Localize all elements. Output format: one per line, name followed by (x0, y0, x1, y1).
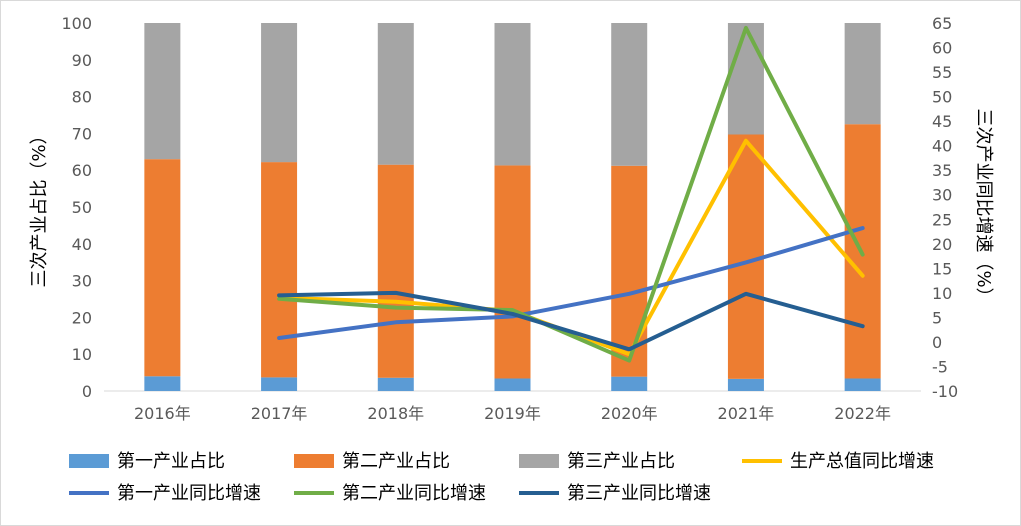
line-series-1 (279, 141, 863, 354)
bar-1-segment (728, 379, 764, 391)
x-tick-label: 2018年 (367, 404, 424, 423)
legend-item: 第二产业同比增速 (294, 483, 486, 504)
legend-item: 第三产业占比 (519, 451, 675, 472)
bar-2-segment (495, 165, 531, 378)
y-left-tick-label: 30 (72, 272, 92, 291)
y-right-tick-label: 35 (932, 161, 952, 180)
legend-item: 第二产业占比 (294, 451, 450, 472)
y-left-axis-title: 三次产业占比（%） (29, 126, 50, 287)
legend-swatch (69, 454, 109, 468)
bar-3-segment (261, 23, 297, 162)
bar-2-segment (261, 162, 297, 377)
x-tick-label: 2022年 (834, 404, 891, 423)
legend-item: 第一产业同比增速 (69, 483, 261, 504)
y-left-tick-label: 20 (72, 308, 92, 327)
y-right-tick-label: 25 (932, 210, 952, 229)
legend-item: 生产总值同比增速 (742, 451, 934, 472)
bar-3-segment (845, 23, 881, 124)
x-tick-label: 2016年 (134, 404, 191, 423)
y-right-tick-label: 40 (932, 137, 952, 156)
legend-label: 第二产业占比 (342, 451, 450, 472)
legend-swatch (519, 454, 559, 468)
y-right-tick-label: 5 (932, 308, 942, 327)
y-right-tick-label: 65 (932, 14, 952, 33)
y-left-tick-label: 60 (72, 161, 92, 180)
y-left-tick-label: 10 (72, 345, 92, 364)
line-series-2 (279, 228, 863, 338)
x-tick-label: 2021年 (718, 404, 775, 423)
legend-label: 第二产业同比增速 (342, 483, 486, 504)
y-left-tick-label: 50 (72, 198, 92, 217)
y-left-tick-label: 90 (72, 51, 92, 70)
bar-1-segment (261, 377, 297, 391)
legend-label: 第三产业同比增速 (567, 483, 711, 504)
bar-2-segment (378, 165, 414, 378)
bar-3-segment (378, 23, 414, 165)
x-tick-label: 2020年 (601, 404, 658, 423)
line-series-3 (279, 28, 863, 361)
y-right-tick-label: 20 (932, 235, 952, 254)
y-right-tick-label: 55 (932, 63, 952, 82)
bar-2-segment (144, 159, 180, 376)
legend-swatch (294, 454, 334, 468)
y-left-tick-label: 0 (82, 382, 92, 401)
legend-item: 第三产业同比增速 (519, 483, 711, 504)
bar-3-segment (495, 23, 531, 165)
y-right-tick-label: 50 (932, 88, 952, 107)
y-left-tick-label: 100 (61, 14, 92, 33)
bar-1-segment (495, 378, 531, 391)
y-right-tick-label: 30 (932, 186, 952, 205)
y-right-tick-label: 10 (932, 284, 952, 303)
y-right-tick-label: -10 (932, 382, 958, 401)
bar-3-segment (611, 23, 647, 166)
legend-item: 第一产业占比 (69, 451, 225, 472)
bar-1-segment (378, 378, 414, 391)
y-right-axis-title: 三次产业同比增速（%） (973, 108, 994, 305)
y-right-tick-label: 15 (932, 259, 952, 278)
x-tick-label: 2017年 (251, 404, 308, 423)
y-right-tick-label: 45 (932, 112, 952, 131)
y-right-tick-label: 0 (932, 333, 942, 352)
bar-3-segment (728, 23, 764, 135)
y-left-tick-label: 40 (72, 235, 92, 254)
y-right-tick-label: -5 (932, 357, 948, 376)
x-tick-label: 2019年 (484, 404, 541, 423)
legend-label: 生产总值同比增速 (790, 451, 934, 472)
bar-1-segment (845, 378, 881, 391)
y-left-tick-label: 70 (72, 124, 92, 143)
bar-1-segment (611, 377, 647, 391)
y-right-tick-label: 60 (932, 39, 952, 58)
bar-3-segment (144, 23, 180, 159)
y-left-tick-label: 80 (72, 88, 92, 107)
legend-label: 第三产业占比 (567, 451, 675, 472)
legend-label: 第一产业同比增速 (117, 483, 261, 504)
bar-1-segment (144, 376, 180, 391)
legend-label: 第一产业占比 (117, 451, 225, 472)
